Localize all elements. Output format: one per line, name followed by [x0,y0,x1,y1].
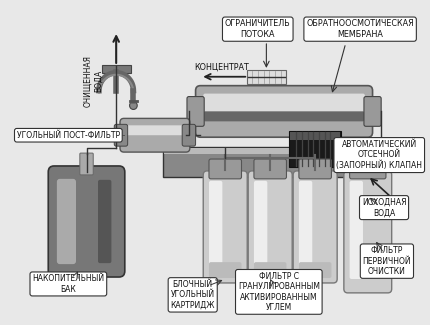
Text: АВТОМАТИЧЕСКИЙ
ОТСЕЧНОЙ
(ЗАПОРНЫЙ) КЛАПАН: АВТОМАТИЧЕСКИЙ ОТСЕЧНОЙ (ЗАПОРНЫЙ) КЛАПА… [336,140,422,170]
FancyBboxPatch shape [293,171,337,283]
FancyBboxPatch shape [163,147,366,177]
Text: БЛОЧНЫЙ
УГОЛЬНЫЙ
КАРТРИДЖ: БЛОЧНЫЙ УГОЛЬНЫЙ КАРТРИДЖ [170,280,215,310]
FancyBboxPatch shape [57,179,76,264]
FancyBboxPatch shape [48,166,125,277]
FancyBboxPatch shape [290,132,340,140]
FancyBboxPatch shape [204,111,364,121]
FancyBboxPatch shape [289,131,341,167]
FancyBboxPatch shape [114,124,128,146]
Text: ФИЛЬТР С
ГРАНУЛИРОВАННЫМ
АКТИВИРОВАННЫМ
УГЛЕМ: ФИЛЬТР С ГРАНУЛИРОВАННЫМ АКТИВИРОВАННЫМ … [238,272,320,312]
FancyBboxPatch shape [350,159,386,179]
FancyBboxPatch shape [344,171,392,293]
FancyBboxPatch shape [164,148,365,154]
FancyBboxPatch shape [127,125,183,135]
FancyBboxPatch shape [209,159,242,179]
Text: ФИЛЬТР
ПЕРВИЧНОЙ
ОЧИСТКИ: ФИЛЬТР ПЕРВИЧНОЙ ОЧИСТКИ [362,246,411,276]
Text: УГОЛЬНЫЙ ПОСТ-ФИЛЬТР: УГОЛЬНЫЙ ПОСТ-ФИЛЬТР [17,131,120,140]
FancyBboxPatch shape [196,86,372,137]
FancyBboxPatch shape [182,124,196,146]
FancyBboxPatch shape [299,262,332,278]
Text: ОБРАТНООСМОТИЧЕСКАЯ
МЕМБРАНА: ОБРАТНООСМОТИЧЕСКАЯ МЕМБРАНА [306,20,414,39]
Circle shape [129,101,137,110]
Text: ОГРАНИЧИТЕЛЬ
ПОТОКА: ОГРАНИЧИТЕЛЬ ПОТОКА [225,20,291,39]
Text: ИСХОДНАЯ
ВОДА: ИСХОДНАЯ ВОДА [362,198,406,217]
FancyBboxPatch shape [98,180,111,263]
FancyBboxPatch shape [209,181,222,269]
FancyBboxPatch shape [120,118,190,152]
FancyBboxPatch shape [299,181,312,269]
FancyBboxPatch shape [364,97,381,126]
FancyBboxPatch shape [299,159,332,179]
FancyBboxPatch shape [80,153,93,175]
Text: НАКОПИТЕЛЬНЫЙ
БАК: НАКОПИТЕЛЬНЫЙ БАК [32,274,104,294]
Text: КОНЦЕНТРАТ: КОНЦЕНТРАТ [194,62,249,71]
FancyBboxPatch shape [203,94,365,111]
FancyBboxPatch shape [254,262,286,278]
FancyBboxPatch shape [247,70,286,84]
FancyBboxPatch shape [102,65,131,73]
FancyBboxPatch shape [187,97,204,126]
FancyBboxPatch shape [203,171,247,283]
Text: ОЧИЩЕННАЯ
ВОДА: ОЧИЩЕННАЯ ВОДА [83,55,103,107]
FancyBboxPatch shape [248,171,292,283]
FancyBboxPatch shape [209,262,242,278]
FancyBboxPatch shape [254,159,286,179]
FancyBboxPatch shape [350,181,363,279]
FancyBboxPatch shape [254,181,267,269]
